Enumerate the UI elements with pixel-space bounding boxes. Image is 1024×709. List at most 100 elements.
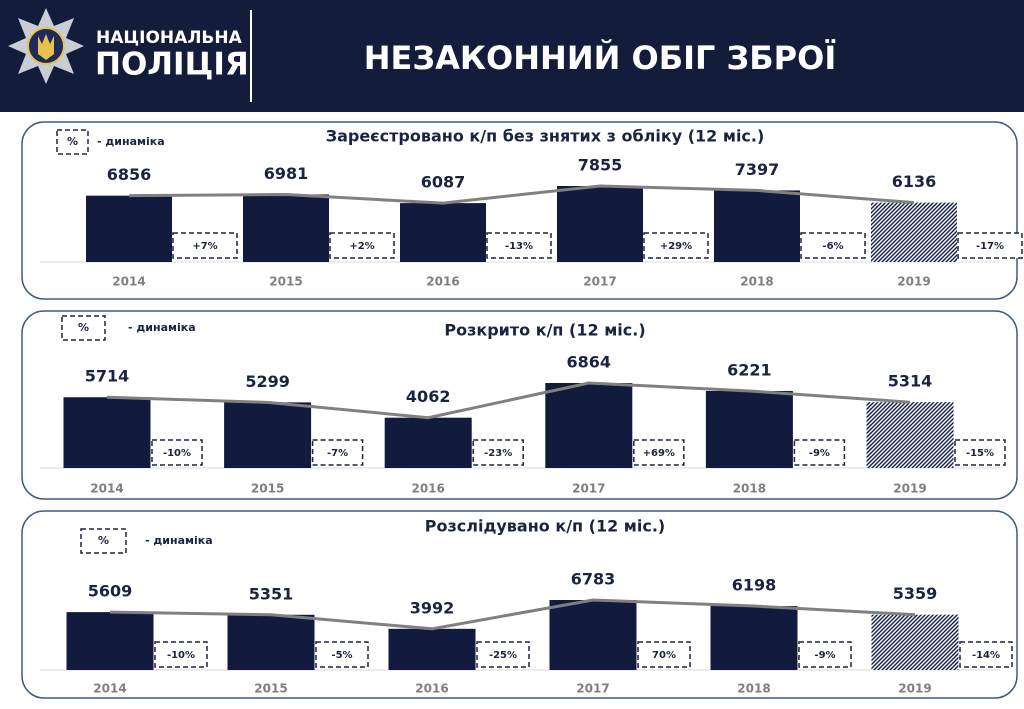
dynamics-label: -17% [976,241,1004,252]
dynamics-label: +2% [349,241,374,252]
bar [557,186,643,262]
bar [86,195,172,262]
x-tick-label: 2015 [254,682,287,696]
bar [224,402,312,468]
dynamics-box [151,439,203,466]
bar [243,194,329,262]
value-label: 5359 [893,584,938,603]
bar [63,397,151,468]
value-label: 5351 [249,584,294,603]
value-label: 3992 [410,598,455,617]
bar [384,417,472,468]
value-label: 5314 [888,372,933,391]
trend-line [128,184,915,205]
bar [549,600,637,670]
logo-line1: НАЦІОНАЛЬНА [96,28,243,48]
dynamics-box [476,641,530,668]
dynamics-box [959,641,1013,668]
chart-title: Розслідувано к/п (12 міс.) [425,517,666,536]
x-tick-label: 2018 [737,682,770,696]
legend-symbol: % [78,321,89,334]
x-tick-label: 2018 [740,275,773,289]
dynamics-label: -15% [966,448,994,459]
dynamics-box [957,232,1023,259]
x-tick-label: 2016 [415,682,448,696]
dynamics-box [643,232,709,259]
legend-box [61,315,106,341]
x-tick-label: 2015 [269,275,302,289]
bar [400,203,486,262]
x-tick-label: 2016 [411,482,444,496]
chart-title: Зареєстровано к/п без знятих з обліку (1… [326,127,765,146]
dynamics-box [154,641,208,668]
legend-box [56,129,89,155]
dynamics-label: -25% [489,650,517,661]
legend-symbol: % [67,135,78,148]
value-label: 6856 [107,165,152,184]
x-tick-label: 2017 [572,482,605,496]
dynamics-label: -9% [809,448,830,459]
dynamics-label: -6% [822,241,843,252]
value-label: 5714 [85,367,130,386]
dynamics-box [329,232,395,259]
dynamics-box [793,439,846,466]
chart-panel: Зареєстровано к/п без знятих з обліку (1… [21,121,1023,300]
x-tick-label: 2014 [90,482,123,496]
bar [227,614,315,670]
bar [66,612,154,670]
bar [871,614,959,670]
bar [710,606,798,670]
x-tick-label: 2015 [251,482,284,496]
dynamics-box [798,641,852,668]
x-tick-label: 2019 [893,482,926,496]
value-label: 5299 [245,372,290,391]
header-bar [0,0,1024,112]
dynamics-label: +29% [660,241,692,252]
dynamics-box [486,232,552,259]
dynamics-box [311,439,364,466]
bar [705,390,793,468]
dynamics-box [800,232,866,259]
bar [545,383,633,468]
dynamics-box [172,232,238,259]
logo-star [8,8,84,84]
dynamics-label: -5% [331,650,352,661]
dynamics-label: +69% [643,448,675,459]
dynamics-label: +7% [192,241,217,252]
dynamics-box [637,641,691,668]
dynamics-label: -13% [505,241,533,252]
bar [871,202,957,262]
logo-line2: ПОЛІЦІЯ [95,47,249,83]
chart-panel: Розкрито к/п (12 міс.)% - динаміка 5714 201… [21,310,1018,500]
value-label: 6981 [264,164,309,183]
bar [714,190,800,262]
value-label: 6864 [567,353,612,372]
x-tick-label: 2014 [112,275,145,289]
dynamics-label: -10% [167,650,195,661]
x-tick-label: 2019 [898,682,931,696]
x-tick-label: 2016 [426,275,459,289]
value-label: 6198 [732,576,777,595]
value-label: 5609 [88,582,133,601]
x-tick-label: 2017 [576,682,609,696]
x-tick-label: 2019 [897,275,930,289]
x-tick-label: 2017 [583,275,616,289]
dynamics-label: -7% [327,448,348,459]
legend-box [80,528,127,554]
value-label: 6221 [727,360,772,379]
value-label: 6087 [421,173,466,192]
bar [388,628,476,670]
x-tick-label: 2014 [93,682,126,696]
dynamics-label: -14% [972,650,1000,661]
legend-symbol: % [98,534,109,547]
bar [866,402,954,468]
dynamics-box [472,439,524,466]
dynamics-label: -9% [814,650,835,661]
dynamics-box [315,641,369,668]
page-title: НЕЗАКОННИЙ ОБІГ ЗБРОЇ [364,39,836,77]
legend-label: - динаміка [128,321,196,334]
value-label: 6783 [571,570,616,589]
trend-line [106,381,911,420]
dynamics-box [954,439,1006,466]
dynamics-label: -23% [484,448,512,459]
